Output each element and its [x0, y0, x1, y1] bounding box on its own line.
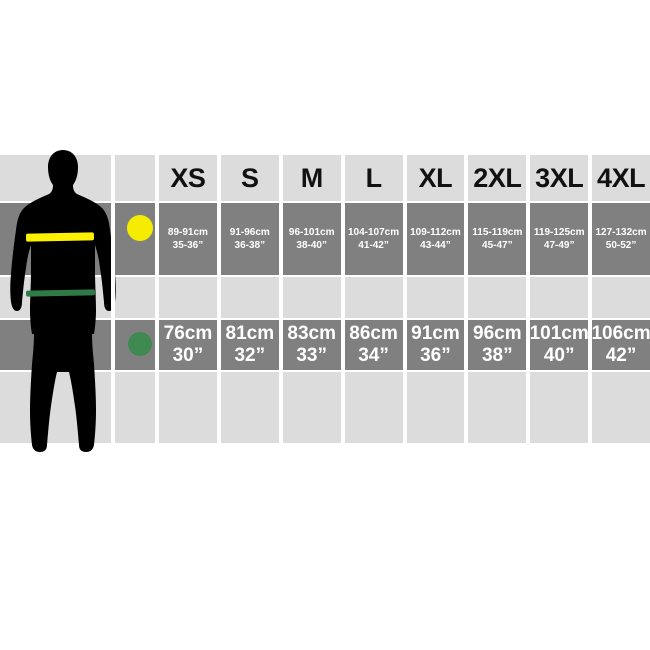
waist-value-in: 33” — [296, 345, 327, 366]
size-header-l: L — [365, 162, 382, 193]
waist-value-in: 32” — [234, 345, 266, 366]
column-separator-4 — [340, 155, 345, 443]
waist-row-background — [0, 320, 650, 370]
size-header-xl: XL — [418, 162, 453, 193]
chest-value-cm: 104-107cm — [347, 226, 400, 238]
waist-value-in: 42” — [605, 345, 637, 366]
chest-value-in: 45-47” — [482, 240, 513, 251]
waist-value-in: 40” — [543, 345, 575, 366]
chest-cell-xs: 89-91cm 35-36” — [159, 203, 217, 275]
chest-cell-xl: 109-112cm 43-44” — [407, 203, 465, 275]
waist-value-in: 34” — [358, 345, 389, 366]
waist-cell-m: 83cm 33” — [283, 320, 341, 370]
chest-value-cm: 96-101cm — [288, 226, 335, 238]
waist-cell-2xl: 96cm 38” — [468, 320, 526, 370]
waist-value-cm: 96cm — [473, 322, 522, 344]
yellow-dot-icon — [127, 215, 153, 241]
waist-measurement-tape — [25, 289, 96, 297]
chest-value-in: 47-49” — [543, 240, 575, 251]
chest-cell-4xl: 127-132cm 50-52” — [592, 203, 650, 275]
column-separator-8 — [588, 155, 593, 443]
waist-cell-3xl: 101cm 40” — [529, 320, 589, 370]
size-header-3xl: 3XL — [535, 162, 584, 193]
chest-cell-m: 96-101cm 38-40” — [283, 203, 341, 275]
column-separator-7 — [526, 155, 531, 443]
chest-value-cm: 89-91cm — [167, 226, 208, 238]
chest-value-cm: 127-132cm — [595, 226, 647, 238]
size-header-m: M — [300, 162, 323, 193]
chest-value-cm: 119-125cm — [533, 226, 585, 238]
waist-value-cm: 81cm — [225, 322, 275, 344]
waist-value-in: 30” — [172, 345, 204, 366]
waist-value-cm: 101cm — [529, 322, 589, 344]
column-separator-0 — [111, 155, 115, 443]
chest-value-cm: 109-112cm — [410, 226, 461, 238]
waist-cell-l: 86cm 34” — [345, 320, 403, 370]
chest-cell-l: 104-107cm 41-42” — [345, 203, 403, 275]
chest-value-cm: 115-119cm — [472, 226, 523, 238]
size-header-4xl: 4XL — [597, 162, 646, 193]
waist-value-cm: 86cm — [349, 322, 398, 344]
column-separator-1 — [155, 155, 159, 443]
chest-value-in: 50-52” — [605, 240, 637, 251]
waist-value-cm: 91cm — [411, 322, 460, 344]
waist-value-in: 36” — [420, 345, 451, 366]
header-row-background — [0, 155, 650, 201]
chest-value-cm: 91-96cm — [229, 226, 270, 238]
waist-value-cm: 106cm — [591, 322, 650, 344]
waist-value-in: 38” — [481, 345, 513, 366]
footer-row-background — [0, 372, 650, 443]
waist-cell-xl: 91cm 36” — [407, 320, 465, 370]
chest-cell-s: 91-96cm 36-38” — [221, 203, 279, 275]
waist-value-cm: 83cm — [287, 322, 336, 344]
column-separator-2 — [216, 155, 221, 443]
chest-value-in: 41-42” — [358, 240, 389, 251]
size-header-xs: XS — [170, 162, 206, 193]
green-dot-icon — [128, 332, 152, 356]
column-separator-6 — [464, 155, 469, 443]
size-header-2xl: 2XL — [473, 162, 522, 193]
chest-value-in: 36-38” — [234, 240, 266, 251]
column-separator-3 — [278, 155, 283, 443]
column-separator-5 — [402, 155, 407, 443]
chest-value-in: 35-36” — [172, 240, 204, 251]
waist-cell-xs: 76cm 30” — [159, 320, 217, 370]
waist-value-cm: 76cm — [163, 322, 213, 344]
size-header-s: S — [241, 162, 259, 193]
chest-value-in: 38-40” — [296, 240, 327, 251]
chest-cell-2xl: 115-119cm 45-47” — [468, 203, 526, 275]
male-body-silhouette-icon — [10, 150, 116, 452]
chest-value-in: 43-44” — [420, 240, 451, 251]
waist-cell-s: 81cm 32” — [221, 320, 279, 370]
chest-cell-3xl: 119-125cm 47-49” — [530, 203, 588, 275]
waist-cell-4xl: 106cm 42” — [591, 320, 650, 370]
chest-measurement-tape — [25, 232, 95, 242]
